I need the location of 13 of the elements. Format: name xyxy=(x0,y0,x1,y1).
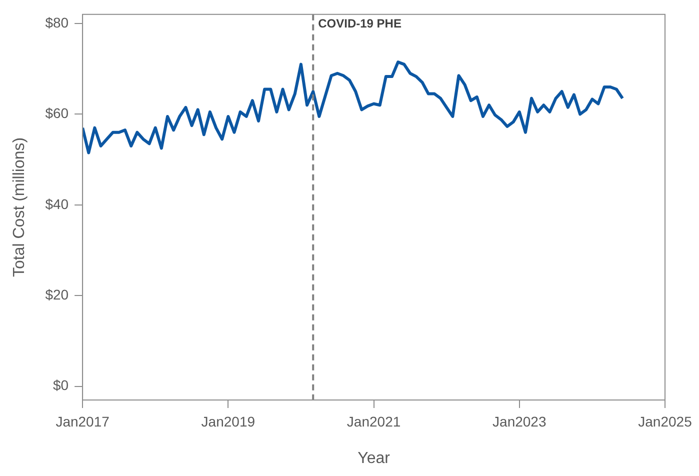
x-tick-label: Jan2023 xyxy=(492,413,546,430)
y-tick-label: $80 xyxy=(45,14,69,30)
ref-line-label: COVID-19 PHE xyxy=(318,16,402,31)
x-tick-label: Jan2019 xyxy=(201,413,256,430)
y-tick-label: $40 xyxy=(45,196,69,212)
x-axis-title: Year xyxy=(358,450,391,467)
x-tick-label: Jan2021 xyxy=(346,413,401,430)
x-tick-label: Jan2017 xyxy=(56,413,110,430)
x-tick-label: Jan2025 xyxy=(638,413,692,430)
y-axis-title: Total Cost (millions) xyxy=(11,137,28,277)
y-tick-label: $0 xyxy=(52,377,69,394)
y-tick-label: $20 xyxy=(45,286,69,303)
y-tick-label: $60 xyxy=(45,105,69,122)
